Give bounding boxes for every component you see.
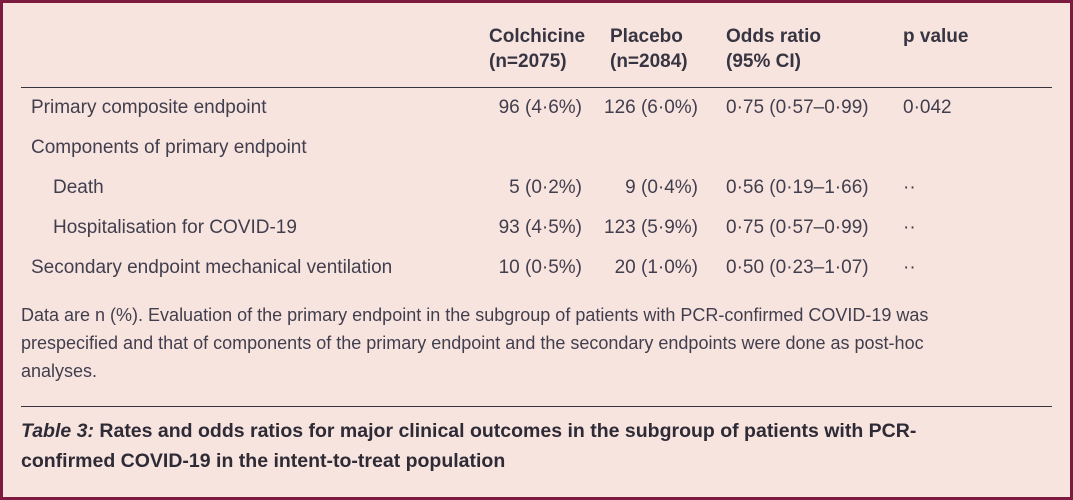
cell-p-value: ·· <box>903 257 916 278</box>
table-row-mechanical-ventilation: Secondary endpoint mechanical ventilatio… <box>21 248 1052 288</box>
cell-odds-ratio <box>698 128 903 168</box>
cell-colchicine: 96 (4·6%) <box>498 97 582 118</box>
colchicine-label: Colchicine <box>489 26 586 47</box>
row-label: Primary composite endpoint <box>31 97 267 118</box>
placebo-label: Placebo <box>610 26 683 47</box>
cell-p-value: ·· <box>903 177 916 198</box>
row-label: Secondary endpoint mechanical ventilatio… <box>31 257 393 278</box>
cell-colchicine: 93 (4·5%) <box>498 217 582 238</box>
cell-colchicine: 5 (0·2%) <box>509 177 582 198</box>
caption-divider <box>21 406 1052 407</box>
cell-colchicine: 10 (0·5%) <box>498 257 582 278</box>
row-label: Components of primary endpoint <box>31 137 307 158</box>
table-row-hospitalisation: Hospitalisation for COVID-19 93 (4·5%) 1… <box>21 208 1052 248</box>
row-label: Death <box>53 177 104 198</box>
row-label: Hospitalisation for COVID-19 <box>53 217 297 238</box>
col-header-colchicine: Colchicine (n=2075) <box>467 3 586 88</box>
placebo-n: (n=2084) <box>610 51 688 72</box>
table-caption-text: Rates and odds ratios for major clinical… <box>21 420 917 472</box>
cell-placebo <box>582 128 698 168</box>
table-row-primary-composite: Primary composite endpoint 96 (4·6%) 126… <box>21 88 1052 129</box>
cell-odds-ratio: 0·75 (0·57–0·99) <box>726 217 869 238</box>
cell-odds-ratio: 0·50 (0·23–1·07) <box>726 257 869 278</box>
cell-placebo: 123 (5·9%) <box>604 217 698 238</box>
cell-placebo: 126 (6·0%) <box>604 97 698 118</box>
table-footnote: Data are n (%). Evaluation of the primar… <box>21 305 929 381</box>
cell-colchicine <box>467 128 582 168</box>
cell-placebo: 20 (1·0%) <box>614 257 698 278</box>
col-header-odds-ratio: Odds ratio (95% CI) <box>698 3 903 88</box>
col-header-empty <box>21 3 467 88</box>
cell-odds-ratio: 0·56 (0·19–1·66) <box>726 177 869 198</box>
odds-ratio-ci: (95% CI) <box>726 51 801 72</box>
p-value-label: p value <box>903 26 969 47</box>
col-header-p-value: p value <box>903 3 1052 88</box>
cell-p-value <box>903 128 1052 168</box>
cell-p-value: ·· <box>903 217 916 238</box>
table-caption-number: Table 3: <box>21 420 94 442</box>
colchicine-n: (n=2075) <box>489 51 567 72</box>
outcomes-table: Colchicine (n=2075) Placebo (n=2084) Odd… <box>21 3 1052 288</box>
cell-placebo: 9 (0·4%) <box>625 177 698 198</box>
cell-p-value: 0·042 <box>903 97 952 118</box>
cell-odds-ratio: 0·75 (0·57–0·99) <box>726 97 869 118</box>
odds-ratio-label: Odds ratio <box>726 26 822 47</box>
header-row: Colchicine (n=2075) Placebo (n=2084) Odd… <box>21 3 1052 88</box>
table-row-death: Death 5 (0·2%) 9 (0·4%) 0·56 (0·19–1·66)… <box>21 168 1052 208</box>
col-header-placebo: Placebo (n=2084) <box>582 3 698 88</box>
table-caption: Table 3: Rates and odds ratios for major… <box>21 416 956 476</box>
table-row-components-group: Components of primary endpoint <box>21 128 1052 168</box>
